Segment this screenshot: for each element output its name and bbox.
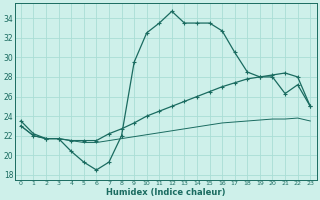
X-axis label: Humidex (Indice chaleur): Humidex (Indice chaleur) [106, 188, 225, 197]
